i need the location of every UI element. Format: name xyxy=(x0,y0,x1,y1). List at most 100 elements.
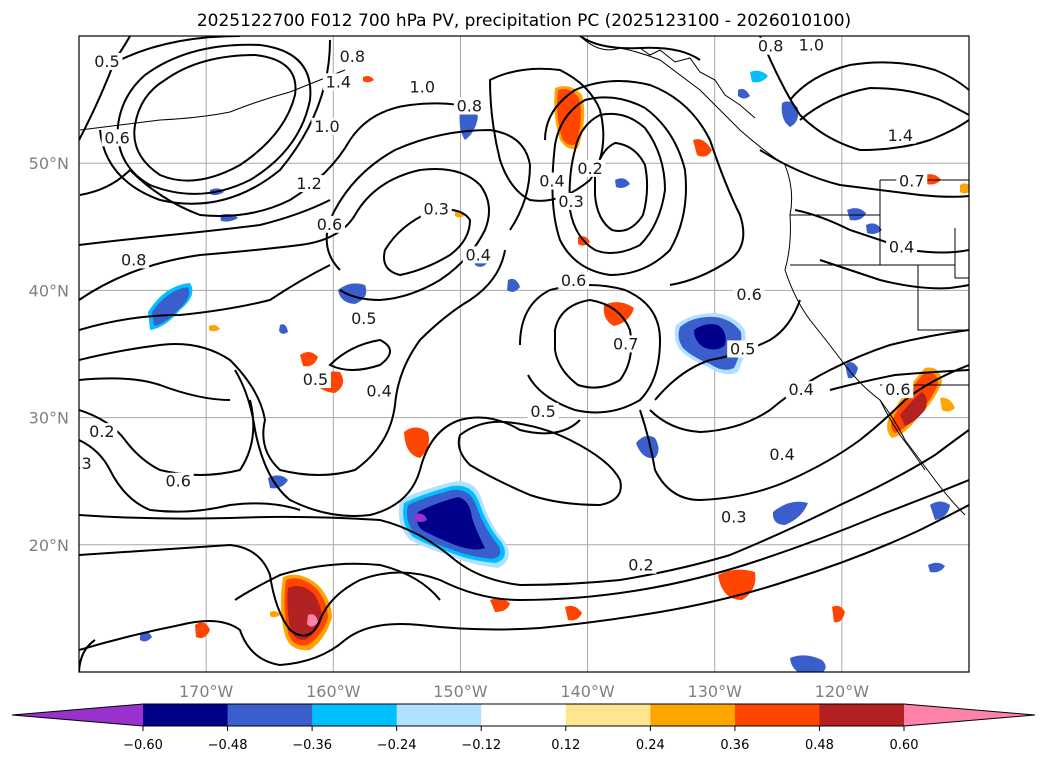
contour-label-bg xyxy=(785,381,817,399)
colorbar-extend-low xyxy=(12,704,143,726)
contour-labels: 1.0 1.4 0.8 0.6 0.5 1.2 0.8 0.6 1.0 0.8 0.3 0.4 0.5 0… xyxy=(66,35,928,575)
contour-label: 1.0 xyxy=(410,77,435,96)
contour-label-bg xyxy=(574,159,606,177)
contour-label-bg xyxy=(555,192,587,210)
contour-label: 0.4 xyxy=(889,238,914,257)
contour-label: 0.7 xyxy=(613,334,638,353)
chart-title: 2025122700 F012 700 hPa PV, precipitatio… xyxy=(197,11,851,31)
y-tick-label: 40°N xyxy=(29,281,69,300)
y-tick-label: 30°N xyxy=(29,409,69,428)
contour-label-bg xyxy=(462,246,494,264)
x-tick-label: 140°W xyxy=(560,682,615,701)
colorbar-segment xyxy=(650,704,736,726)
contour-label-bg xyxy=(718,508,750,526)
contour-label-bg xyxy=(86,423,118,441)
contour-label: 0.2 xyxy=(89,422,114,441)
contour-label: 0.2 xyxy=(577,159,602,178)
contour-label: 0.8 xyxy=(457,97,482,116)
contour-label-bg xyxy=(348,309,380,327)
contour-label-bg xyxy=(406,78,438,96)
negative-anomaly-small xyxy=(140,70,950,672)
colorbar-tick-label: 0.12 xyxy=(551,738,580,753)
contour-label: 0.5 xyxy=(530,402,555,421)
map-frame xyxy=(78,35,970,673)
pv-contours xyxy=(79,36,969,672)
contour-label-bg xyxy=(610,335,642,353)
map-background xyxy=(79,36,969,672)
colorbar-segment xyxy=(143,704,229,726)
contour-label: 0.3 xyxy=(558,192,583,211)
contour-label-bg xyxy=(322,73,354,91)
contour-label-bg xyxy=(795,36,827,54)
contour-label: 0.5 xyxy=(730,339,755,358)
colorbar-segment xyxy=(734,704,820,726)
colorbar-extend-high xyxy=(904,704,1035,726)
contour-label-bg xyxy=(363,382,395,400)
contour-label-bg xyxy=(101,129,133,147)
contour-label: 1.0 xyxy=(799,35,824,54)
contour-label-bg xyxy=(527,402,559,420)
colorbar-tick-label: 0.60 xyxy=(890,738,919,753)
contour-label-bg xyxy=(118,251,150,269)
contour-label: 1.0 xyxy=(314,117,339,136)
contour-label: 0.4 xyxy=(366,381,391,400)
contour-label-bg xyxy=(896,172,928,190)
colorbar-segment xyxy=(312,704,398,726)
x-tick-label: 120°W xyxy=(815,682,870,701)
map-content: 1.0 1.4 0.8 0.6 0.5 1.2 0.8 0.6 1.0 0.8 0.3 0.4 0.5 0… xyxy=(66,35,969,672)
contour-label: 0.3 xyxy=(721,507,746,526)
colorbar-segment xyxy=(227,704,313,726)
contour-label: 0.6 xyxy=(561,271,586,290)
colorbar-tick-label: −0.60 xyxy=(123,738,163,753)
colorbar: −0.60 −0.48 −0.36 −0.24 −0.12 0.12 0.24 0.36 0.4… xyxy=(11,703,1036,753)
y-tick-label: 50°N xyxy=(29,154,69,173)
contour-label: 0.6 xyxy=(317,215,342,234)
colorbar-segment xyxy=(565,704,651,726)
colorbar-tick-label: −0.24 xyxy=(377,738,417,753)
colorbar-tick-label: −0.12 xyxy=(461,738,501,753)
colorbar-tick-label: 0.36 xyxy=(720,738,749,753)
contour-label: 0.4 xyxy=(788,380,813,399)
colorbar-segment xyxy=(481,704,567,726)
x-tick-label: 160°W xyxy=(306,682,361,701)
colorbar-tick-label: 0.48 xyxy=(805,738,834,753)
y-tick-label: 20°N xyxy=(29,536,69,555)
contour-label-bg xyxy=(536,172,568,190)
contour-label: 0.6 xyxy=(104,128,129,147)
x-tick-label: 170°W xyxy=(179,682,234,701)
contour-label: 0.8 xyxy=(121,250,146,269)
contour-label: 1.2 xyxy=(296,174,321,193)
contour-label-bg xyxy=(299,370,331,388)
colorbar-segment xyxy=(819,704,905,726)
contour-label-bg xyxy=(886,238,918,256)
contour-label-bg xyxy=(884,126,916,144)
x-axis-ticks: 170°W 160°W 150°W 140°W 130°W 120°W xyxy=(179,682,869,701)
contour-label: 0.3 xyxy=(66,454,91,473)
contour-label: 1.4 xyxy=(326,72,351,91)
contour-label-bg xyxy=(882,381,914,399)
contour-label: 0.7 xyxy=(899,172,924,191)
contour-label-bg xyxy=(727,340,759,358)
contour-label: 0.2 xyxy=(628,556,653,575)
colorbar-tick-label: 0.24 xyxy=(636,738,665,753)
contour-label: 0.4 xyxy=(769,445,794,464)
contour-label-bg xyxy=(79,454,95,472)
colorbar-tick-label: −0.36 xyxy=(292,738,332,753)
contour-label-bg xyxy=(558,271,590,289)
contour-label: 1.4 xyxy=(888,126,913,145)
contour-label: 0.8 xyxy=(758,37,783,56)
colorbar-tick-label: −0.48 xyxy=(208,738,248,753)
contour-label: 0.5 xyxy=(303,370,328,389)
x-tick-label: 130°W xyxy=(688,682,743,701)
contour-label-bg xyxy=(625,556,657,574)
contour-label-bg xyxy=(91,52,123,70)
contour-label-bg xyxy=(313,215,345,233)
contour-label-bg xyxy=(733,285,765,303)
contour-label-bg xyxy=(420,200,452,218)
y-axis-ticks: 50°N 40°N 30°N 20°N xyxy=(29,154,69,555)
contour-label-bg xyxy=(162,472,194,490)
contour-label: 0.6 xyxy=(165,472,190,491)
contour-label-bg xyxy=(755,37,787,55)
contour-label: 0.6 xyxy=(885,380,910,399)
